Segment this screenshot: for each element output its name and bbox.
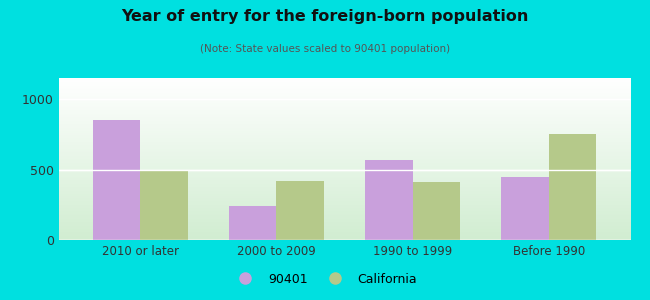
Bar <box>229 206 276 240</box>
Bar <box>365 160 413 240</box>
Legend: 90401, California: 90401, California <box>228 268 422 291</box>
Bar <box>501 177 549 240</box>
Bar <box>140 170 188 240</box>
Bar <box>92 120 140 240</box>
Bar <box>413 182 460 240</box>
Text: Year of entry for the foreign-born population: Year of entry for the foreign-born popul… <box>122 9 528 24</box>
Bar <box>549 134 597 240</box>
Text: (Note: State values scaled to 90401 population): (Note: State values scaled to 90401 popu… <box>200 44 450 53</box>
Bar <box>276 181 324 240</box>
